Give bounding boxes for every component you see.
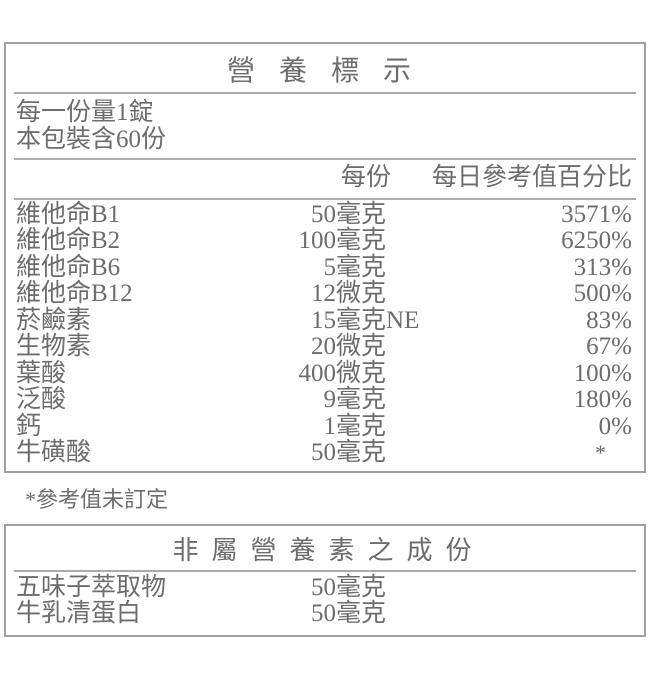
nutrient-unit: 毫克: [336, 227, 387, 254]
table-header-row: 每份 每日參考值百分比: [6, 160, 644, 198]
serving-info: 每一份量1錠 本包裝含60份: [6, 94, 644, 158]
table-row: 五味子萃取物 50 毫克: [16, 573, 644, 602]
nutrient-unit: 毫克NE: [336, 306, 420, 334]
nutrient-name: 生物素: [16, 333, 92, 360]
nutrient-name: 維他命B1: [16, 200, 121, 228]
ingredient-unit: 毫克: [336, 600, 387, 627]
ingredient-amount: 50: [311, 600, 336, 627]
table-row: 葉酸 400 微克 100%: [16, 359, 644, 388]
nutrition-label-page: 營養標示 每一份量1錠 本包裝含60份 每份 每日參考值百分比 維他命B1 50…: [0, 42, 650, 692]
reference-footnote: *參考值未訂定: [25, 486, 169, 512]
nutrient-amount: 9: [323, 386, 337, 413]
header-per-serving: 每份: [340, 164, 391, 191]
nutrient-daily-value: 180%: [573, 386, 632, 413]
nutrient-daily-value: 500%: [573, 280, 632, 307]
nutrient-amount: 12: [311, 280, 336, 307]
nutrient-daily-value: *: [595, 440, 606, 465]
header-daily-value-percent: 每日參考值百分比: [431, 164, 632, 191]
ingredient-name: 牛乳清蛋白: [16, 600, 142, 627]
table-row: 維他命B12 12 微克 500%: [16, 280, 644, 308]
table-row: 牛磺酸 50 毫克 *: [16, 439, 644, 467]
nutrient-amount: 5: [323, 253, 337, 281]
nutrient-daily-value: 67%: [586, 333, 632, 360]
serving-size-text: 每一份量1錠: [16, 99, 154, 126]
nutrient-daily-value: 100%: [573, 359, 632, 387]
nutrient-name: 維他命B6: [16, 253, 121, 281]
nutrient-unit: 毫克: [336, 253, 387, 281]
nutrient-unit: 微克: [336, 359, 387, 387]
table-row: 牛乳清蛋白 50 毫克: [16, 600, 644, 628]
nutrient-amount: 20: [311, 333, 336, 360]
non-nutrient-box: 非屬營養素之成份 五味子萃取物 50 毫克 牛乳清蛋白 50 毫克: [4, 523, 646, 637]
table-row: 維他命B2 100 毫克 6250%: [16, 227, 644, 255]
nutrient-name: 葉酸: [16, 359, 67, 387]
nutrient-amount: 50: [311, 439, 336, 466]
table-row: 鈣 1 毫克 0%: [16, 412, 644, 441]
servings-per-container-text: 本包裝含60份: [16, 125, 167, 153]
nutrient-name: 維他命B2: [16, 227, 121, 254]
ingredient-rows: 五味子萃取物 50 毫克 牛乳清蛋白 50 毫克: [6, 572, 644, 635]
nutrient-rows: 維他命B1 50 毫克 3571% 維他命B2 100 毫克 6250% 維他命…: [6, 200, 644, 471]
nutrition-facts-box: 營養標示 每一份量1錠 本包裝含60份 每份 每日參考值百分比 維他命B1 50…: [4, 42, 646, 473]
table-row: 菸鹼素 15 毫克NE 83%: [16, 306, 644, 335]
non-nutrient-title: 非屬營養素之成份: [172, 535, 485, 565]
table-row: 維他命B6 5 毫克 313%: [16, 253, 644, 282]
nutrient-unit: 毫克: [336, 200, 387, 228]
nutrient-unit: 微克: [336, 333, 387, 360]
nutrient-unit: 微克: [336, 280, 387, 307]
nutrient-name: 牛磺酸: [16, 439, 92, 466]
ingredient-name: 五味子萃取物: [16, 573, 167, 601]
nutrient-daily-value: 313%: [573, 253, 632, 281]
nutrient-amount: 50: [311, 200, 336, 228]
ingredient-amount: 50: [311, 573, 336, 601]
nutrient-name: 鈣: [16, 412, 42, 440]
divider: [14, 158, 636, 160]
nutrient-unit: 毫克: [336, 439, 387, 466]
table-row: 生物素 20 微克 67%: [16, 333, 644, 361]
nutrient-amount: 100: [298, 227, 337, 254]
nutrient-daily-value: 83%: [586, 306, 632, 334]
nutrient-name: 泛酸: [16, 386, 67, 413]
nutrient-unit: 毫克: [336, 386, 387, 413]
nutrition-facts-title: 營養標示: [226, 56, 435, 87]
nutrient-daily-value: 3571%: [561, 200, 632, 228]
nutrient-amount: 400: [298, 359, 337, 387]
nutrient-name: 菸鹼素: [16, 306, 92, 334]
divider: [14, 92, 636, 94]
table-row: 泛酸 9 毫克 180%: [16, 386, 644, 414]
ingredient-unit: 毫克: [336, 573, 387, 601]
nutrient-daily-value: 0%: [598, 412, 632, 440]
nutrient-unit: 毫克: [336, 412, 387, 440]
table-row: 維他命B1 50 毫克 3571%: [16, 200, 644, 229]
divider: [14, 197, 636, 200]
nutrient-name: 維他命B12: [16, 280, 133, 307]
nutrient-amount: 1: [323, 412, 337, 440]
nutrient-daily-value: 6250%: [561, 227, 632, 254]
nutrient-amount: 15: [311, 306, 336, 334]
divider: [14, 569, 636, 572]
